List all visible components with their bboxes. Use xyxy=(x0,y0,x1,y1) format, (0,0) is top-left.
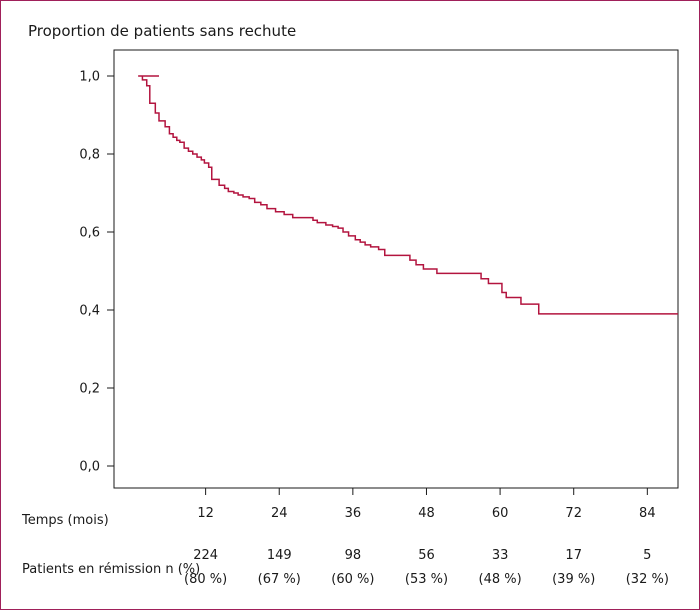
risk-percent: (39 %) xyxy=(552,572,595,587)
y-tick-label: 0,4 xyxy=(79,304,100,319)
plot-area-frame xyxy=(113,49,679,489)
risk-percent: (53 %) xyxy=(405,572,448,587)
risk-table-label: Patients en rémission n (%) xyxy=(22,562,201,577)
y-tick-label: 0,6 xyxy=(79,226,100,241)
x-tick-label: 12 xyxy=(197,506,214,521)
risk-percent: (67 %) xyxy=(258,572,301,587)
risk-count: 5 xyxy=(643,548,651,563)
x-tick-label: 72 xyxy=(565,506,582,521)
y-tick-label: 1,0 xyxy=(79,70,100,85)
x-tick-label: 48 xyxy=(418,506,435,521)
x-axis-label: Temps (mois) xyxy=(22,513,109,528)
risk-count: 17 xyxy=(565,548,582,563)
risk-count: 56 xyxy=(418,548,435,563)
y-tick-label: 0,0 xyxy=(79,460,100,475)
survival-curve xyxy=(138,75,678,315)
x-tick-label: 36 xyxy=(345,506,362,521)
y-tick-label: 0,8 xyxy=(79,148,100,163)
chart-title: Proportion de patients sans rechute xyxy=(28,22,297,40)
y-tick-label: 0,2 xyxy=(79,382,100,397)
risk-count: 149 xyxy=(267,548,292,563)
risk-count: 33 xyxy=(492,548,509,563)
risk-count: 224 xyxy=(193,548,218,563)
risk-percent: (80 %) xyxy=(184,572,227,587)
risk-percent: (32 %) xyxy=(626,572,669,587)
risk-percent: (60 %) xyxy=(331,572,374,587)
x-tick-label: 84 xyxy=(639,506,656,521)
risk-percent: (48 %) xyxy=(479,572,522,587)
risk-count: 98 xyxy=(345,548,362,563)
x-tick-label: 24 xyxy=(271,506,288,521)
x-tick-label: 60 xyxy=(492,506,509,521)
